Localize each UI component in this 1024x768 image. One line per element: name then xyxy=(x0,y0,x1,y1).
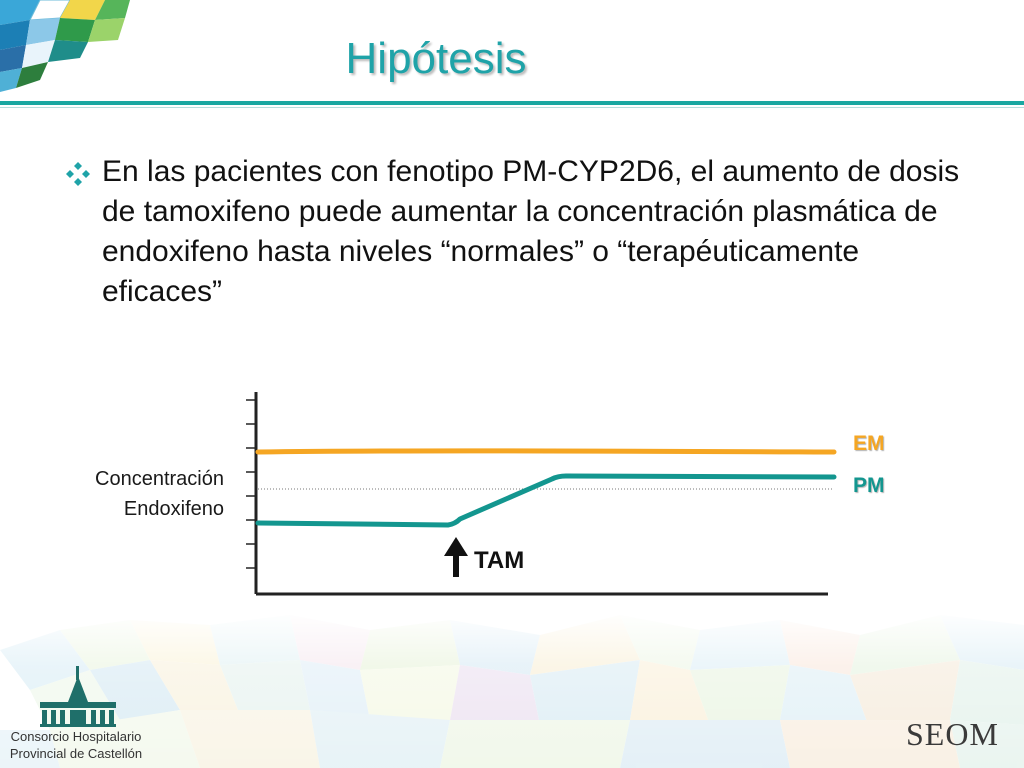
title-divider-thin xyxy=(0,107,1024,108)
diamond-bullet-icon xyxy=(66,162,90,186)
institution-name: Consorcio Hospitalario Provincial de Cas… xyxy=(0,728,152,762)
title-divider xyxy=(0,101,1024,105)
pm-line xyxy=(255,473,837,528)
bullet-text: En las pacientes con fenotipo PM-CYP2D6,… xyxy=(102,155,960,308)
em-line xyxy=(255,448,837,455)
mosaic-decoration-top xyxy=(0,0,130,92)
y-axis-label: Concentración Endoxifeno xyxy=(40,464,224,524)
y-axis-label-line1: Concentración xyxy=(95,468,224,490)
em-line-label: EM xyxy=(853,432,885,455)
slide-title: Hipótesis xyxy=(345,34,527,83)
bullet-item: En las pacientes con fenotipo PM-CYP2D6,… xyxy=(64,152,984,312)
institution-name-line1: Consorcio Hospitalario xyxy=(10,729,142,744)
seom-logo: SEOM xyxy=(906,716,999,752)
pm-line-label: PM xyxy=(853,474,885,497)
y-axis-ticks xyxy=(246,399,256,569)
endoxifen-diagram xyxy=(246,392,837,596)
tam-arrow-icon xyxy=(444,537,468,577)
hospital-logo-icon xyxy=(40,666,116,727)
tam-label: TAM xyxy=(474,547,525,574)
mosaic-decoration-bottom xyxy=(0,610,1024,768)
y-axis-label-line2: Endoxifeno xyxy=(123,498,224,520)
institution-name-line2: Provincial de Castellón xyxy=(9,746,143,761)
